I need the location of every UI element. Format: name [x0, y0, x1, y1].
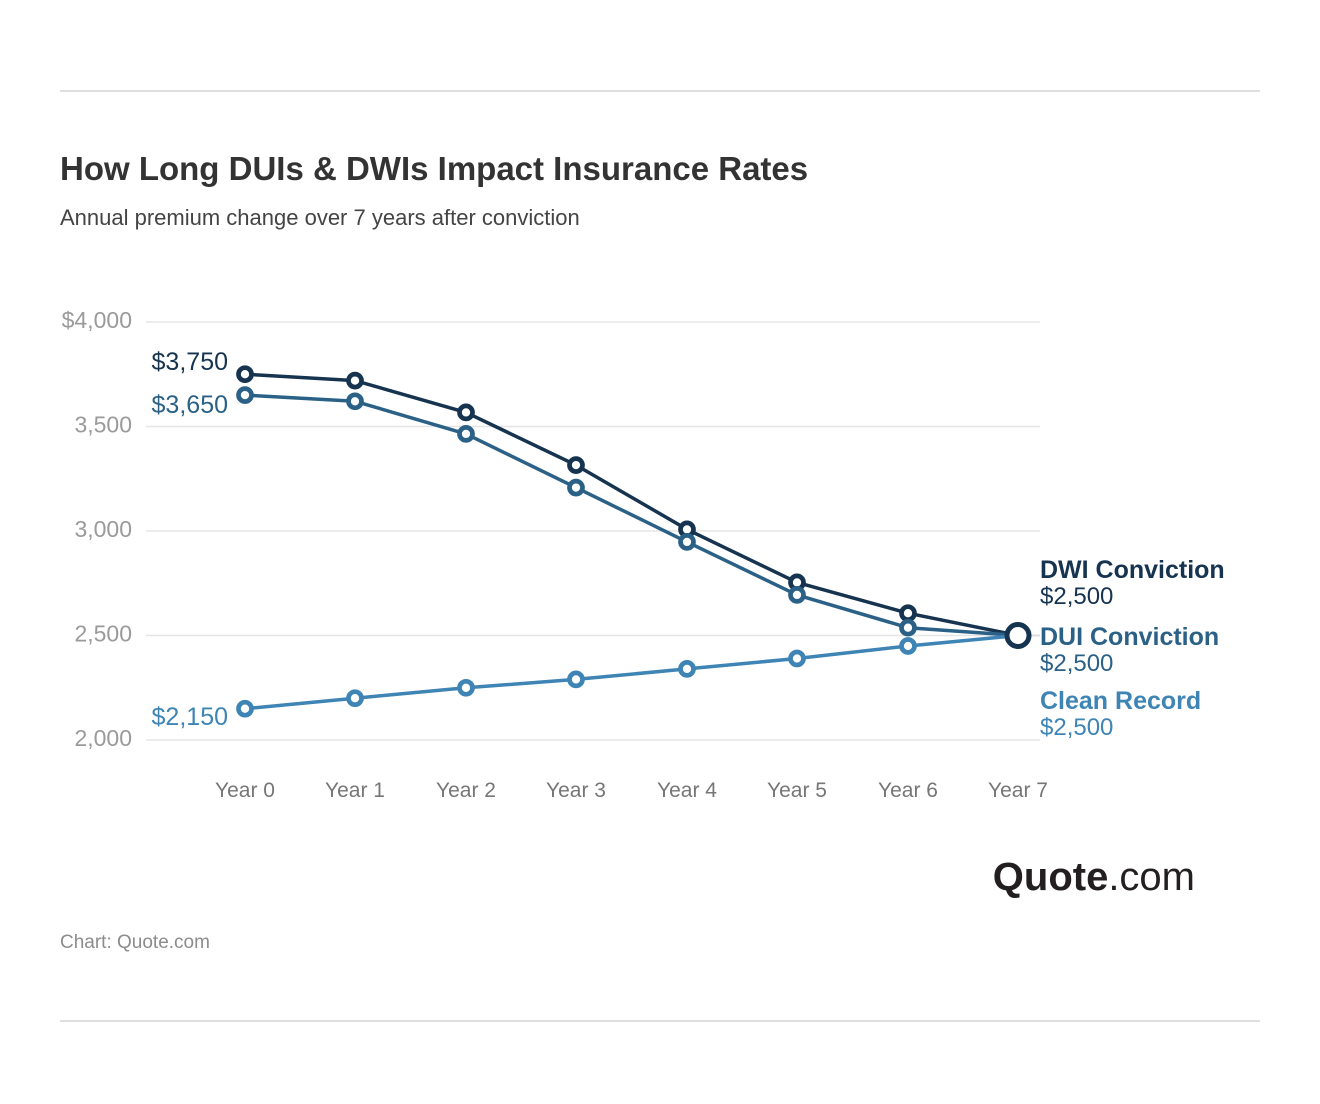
svg-text:DUI Conviction: DUI Conviction: [1040, 623, 1219, 651]
svg-text:Year 2: Year 2: [436, 779, 496, 802]
svg-text:DWI Conviction: DWI Conviction: [1040, 556, 1225, 584]
svg-text:$4,000: $4,000: [62, 307, 132, 333]
svg-text:Year 4: Year 4: [657, 779, 717, 802]
svg-text:3,000: 3,000: [74, 516, 132, 542]
svg-text:$2,150: $2,150: [152, 703, 228, 731]
svg-text:$3,750: $3,750: [152, 348, 228, 376]
svg-text:Year 0: Year 0: [215, 779, 275, 802]
svg-text:Year 3: Year 3: [546, 779, 606, 802]
svg-text:Clean Record: Clean Record: [1040, 687, 1201, 715]
svg-text:Year 7: Year 7: [988, 779, 1048, 802]
svg-text:Year 6: Year 6: [878, 779, 938, 802]
svg-text:Year 1: Year 1: [325, 779, 385, 802]
svg-text:2,000: 2,000: [74, 725, 132, 751]
svg-text:$2,500: $2,500: [1040, 714, 1113, 741]
svg-text:$2,500: $2,500: [1040, 583, 1113, 610]
svg-text:3,500: 3,500: [74, 412, 132, 438]
svg-text:Year 5: Year 5: [767, 779, 827, 802]
svg-text:$2,500: $2,500: [1040, 650, 1113, 677]
svg-text:2,500: 2,500: [74, 621, 132, 647]
svg-text:$3,650: $3,650: [152, 391, 228, 419]
